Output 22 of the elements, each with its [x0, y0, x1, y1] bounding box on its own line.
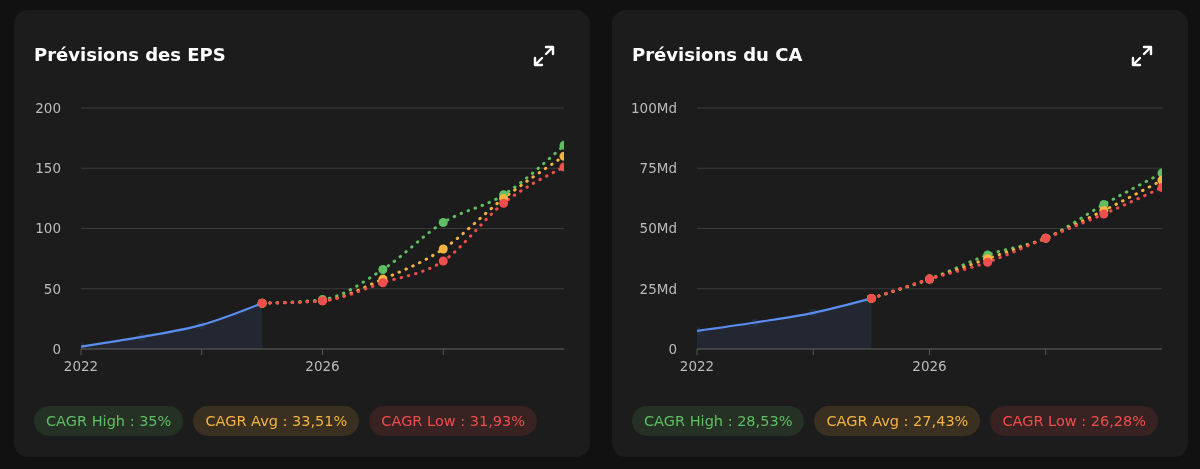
y-tick-label: 25Md — [639, 280, 677, 297]
chart-title: Prévisions des EPS — [34, 44, 226, 65]
y-tick-label: 75Md — [639, 160, 677, 177]
y-tick-label: 0 — [52, 340, 61, 357]
x-tick-label: 2022 — [63, 358, 99, 374]
text: CAGR Avg : 33,51% — [193, 406, 360, 436]
text: CAGR Low : 26,28% — [990, 406, 1159, 436]
y-tick-label: 0 — [668, 340, 677, 357]
chart-title: Prévisions du CA — [632, 44, 803, 65]
y-tick-label: 100Md — [631, 99, 677, 116]
x-tick-label: 2026 — [912, 358, 947, 374]
y-tick-label: 150 — [35, 160, 61, 177]
text: CAGR High : 35% — [34, 406, 184, 436]
text: CAGR High : 28,53% — [632, 406, 805, 436]
y-tick-label: 100 — [35, 220, 61, 237]
y-tick-label: 50 — [43, 280, 61, 297]
y-tick-label: 200 — [35, 99, 61, 116]
text: CAGR Avg : 27,43% — [814, 406, 981, 436]
text: CAGR Low : 31,93% — [369, 406, 537, 436]
y-tick-label: 50Md — [639, 220, 677, 237]
x-tick-label: 2026 — [305, 358, 340, 374]
x-tick-label: 2022 — [679, 358, 715, 374]
